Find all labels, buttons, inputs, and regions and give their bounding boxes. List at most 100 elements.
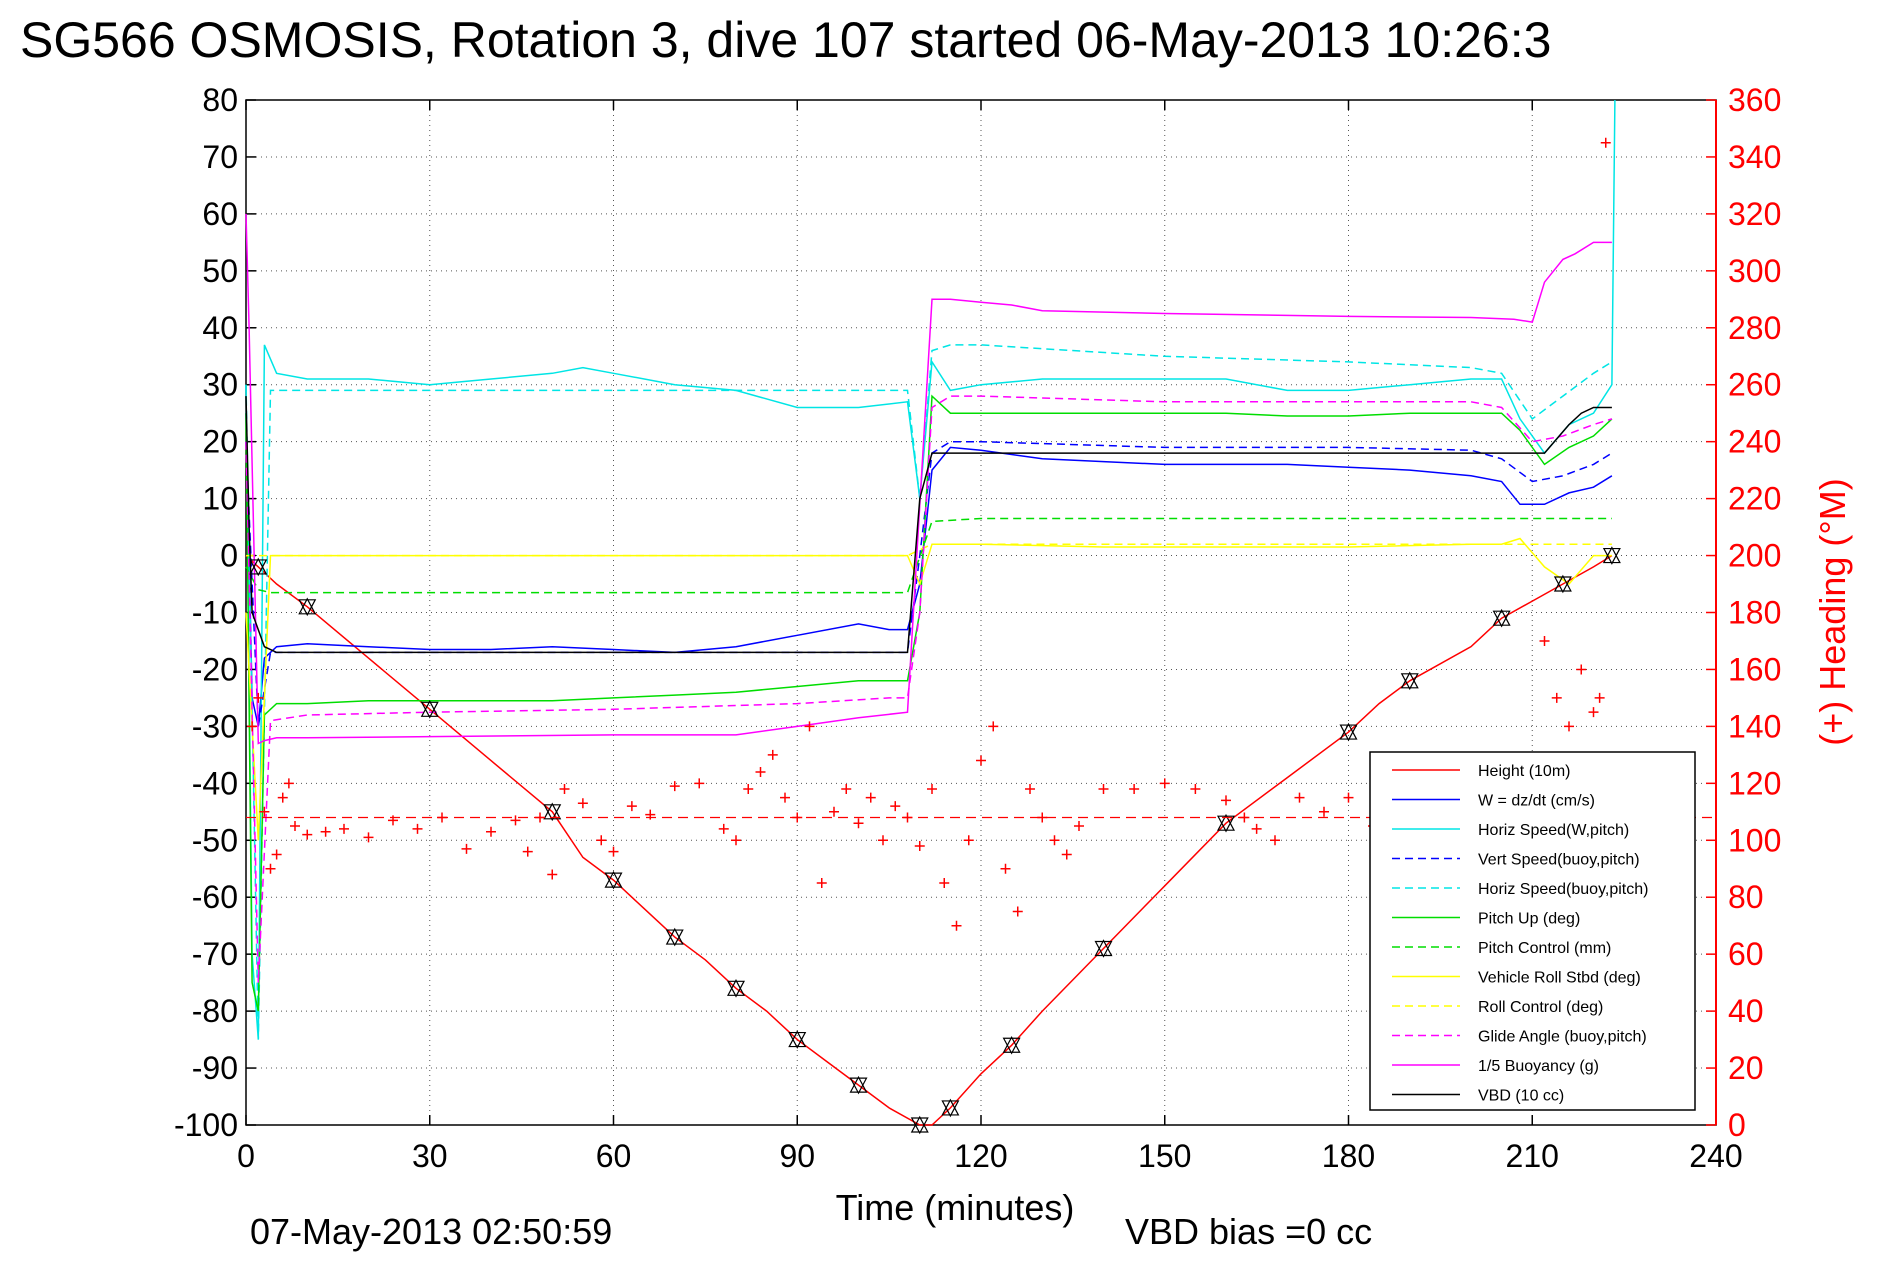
y-tick-label: 80 (202, 82, 238, 118)
series-line-8 (246, 543, 1612, 557)
y2-tick-label: 200 (1728, 538, 1781, 574)
heading-point (577, 798, 588, 809)
heading-point (547, 869, 558, 880)
heading-point (792, 812, 803, 823)
heading-point (780, 792, 790, 803)
heading-point (829, 806, 839, 817)
height-marker (1553, 576, 1572, 594)
x-tick-label: 150 (1138, 1138, 1191, 1174)
heading-point (951, 920, 962, 931)
heading-point (645, 809, 656, 820)
legend-box (1369, 751, 1696, 1111)
y2-tick-label: 20 (1728, 1050, 1764, 1086)
heading-point (1600, 137, 1611, 148)
heading-point (290, 821, 300, 832)
legend: Height (10m) W = dz/dt (cm/s) Horiz Speed(… (1369, 751, 1696, 1111)
y-tick-label: 20 (202, 424, 238, 460)
y2-tick-label: 40 (1728, 993, 1764, 1029)
y-tick-label: -20 (192, 651, 238, 687)
heading-point (1190, 784, 1201, 795)
x-tick-label: 90 (779, 1138, 815, 1174)
y2-tick-label: 60 (1728, 936, 1764, 972)
legend-label-5: Pitch Up (deg) (1478, 911, 1580, 928)
x-tick-label: 0 (237, 1138, 255, 1174)
y2-tick-label: 120 (1728, 765, 1781, 801)
y2-tick-label: 260 (1728, 367, 1781, 403)
heading-point (669, 781, 680, 792)
heading-point (265, 863, 276, 874)
y-tick-label: 30 (202, 367, 238, 403)
heading-point (853, 818, 864, 829)
heading-point (914, 840, 925, 851)
heading-point (253, 692, 264, 703)
heading-point (522, 846, 533, 857)
height-marker (727, 980, 745, 998)
heading-point (1061, 849, 1072, 860)
heading-point (1025, 784, 1035, 795)
heading-point (755, 766, 766, 777)
y-tick-label: 60 (202, 196, 238, 232)
y-tick-label: -40 (192, 765, 238, 801)
legend-label-10: 1/5 Buoyancy (g) (1478, 1058, 1599, 1075)
heading-point (902, 812, 913, 823)
heading-point (535, 812, 545, 823)
height-marker (1602, 547, 1621, 565)
heading-point (988, 721, 999, 732)
series-line-6 (245, 517, 1612, 594)
heading-point (559, 784, 570, 795)
heading-point (1294, 792, 1305, 803)
heading-point (865, 792, 876, 803)
heading-point (939, 877, 950, 888)
heading-point (1129, 784, 1140, 795)
heading-point (626, 801, 637, 812)
legend-label-11: VBD (10 cc) (1478, 1088, 1564, 1105)
y-tick-label: -80 (192, 993, 238, 1029)
legend-label-4: Horiz Speed(buoy,pitch) (1478, 881, 1648, 898)
y-tick-label: -70 (192, 936, 238, 972)
heading-point (320, 826, 331, 837)
height-marker (849, 1077, 868, 1095)
footer-vbd-bias: VBD bias =0 cc (1125, 1211, 1372, 1252)
y2-tick-label: 240 (1728, 424, 1781, 460)
y-tick-label: -60 (192, 879, 238, 915)
y-tick-label: 0 (220, 538, 238, 574)
height-marker (1094, 940, 1113, 958)
legend-label-3: Vert Speed(buoy,pitch) (1478, 852, 1640, 869)
y-axis-left-ticks: 80 70 60 50 40 30 20 10 0 -10 -20 -30 -40 -50 -60 -70 -8… (174, 82, 256, 1143)
x-tick-label: 180 (1322, 1138, 1375, 1174)
y2-tick-label: 80 (1728, 879, 1764, 915)
heading-point (259, 806, 270, 817)
heading-point (510, 815, 521, 826)
height-marker (543, 804, 562, 822)
heading-point (1564, 721, 1574, 732)
legend-label-1: W = dz/dt (cm/s) (1478, 793, 1595, 810)
heading-point (927, 784, 937, 795)
heading-point (1037, 812, 1048, 823)
heading-point (804, 721, 815, 732)
heading-point (841, 784, 852, 795)
x-tick-label: 240 (1689, 1138, 1742, 1174)
y-tick-label: 50 (202, 253, 238, 289)
heading-point (1551, 692, 1562, 703)
height-marker (910, 1117, 929, 1135)
series-line-2 (245, 99, 1616, 1040)
legend-label-8: Roll Control (deg) (1478, 999, 1603, 1016)
heading-point (1000, 863, 1011, 874)
heading-point (596, 835, 607, 846)
heading-point (339, 823, 349, 834)
y2-tick-label: 0 (1728, 1107, 1746, 1143)
y2-tick-label: 100 (1728, 822, 1781, 858)
series-line-7 (245, 537, 1612, 841)
height-marker (249, 559, 268, 577)
y2-tick-label: 300 (1728, 253, 1781, 289)
x-tick-label: 30 (412, 1138, 448, 1174)
heading-point (890, 801, 901, 812)
height-marker (665, 929, 684, 947)
heading-point (694, 778, 705, 789)
series-line-10 (245, 213, 1612, 745)
footer-date: 07-May-2013 02:50:59 (250, 1211, 612, 1252)
heading-point (283, 778, 294, 789)
height-marker (1492, 610, 1511, 628)
heading-point (1049, 835, 1060, 846)
heading-point (1343, 792, 1354, 803)
